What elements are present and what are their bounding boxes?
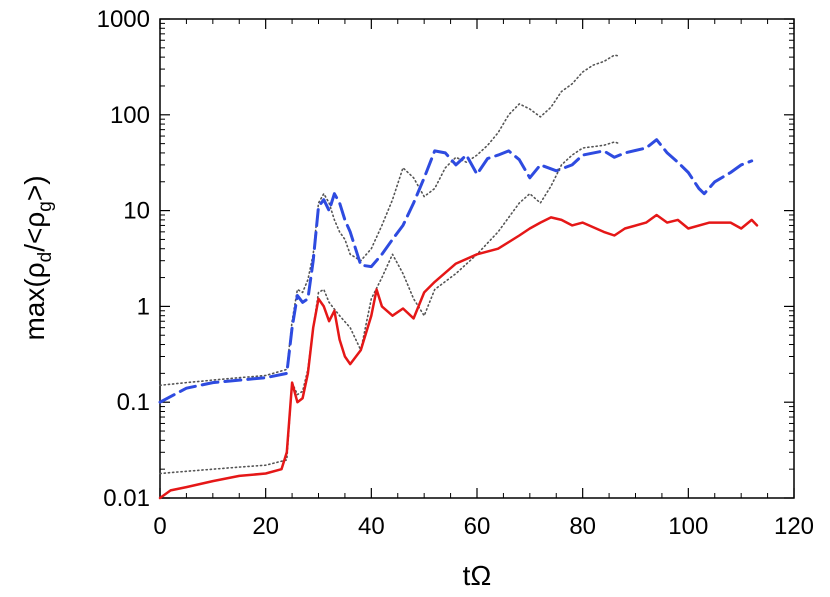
y-axis-label: max(ρd/<ρg>)	[19, 175, 56, 340]
x-axis-label: tΩ	[463, 560, 492, 591]
y-tick-label: 0.01	[103, 485, 150, 512]
series-upper-dotted-line	[159, 54, 621, 387]
series-red-solid-line	[158, 213, 759, 500]
y-tick-label: 1	[137, 293, 150, 320]
x-tick-label: 100	[668, 513, 708, 540]
y-tick-label: 0.1	[117, 389, 150, 416]
y-tick-label: 1000	[97, 6, 150, 33]
series-layer	[158, 54, 759, 500]
plot-frame	[159, 18, 795, 499]
y-tick-label: 10	[123, 198, 150, 225]
x-tick-label: 120	[774, 513, 814, 540]
y-tick-label: 100	[110, 102, 150, 129]
x-tick-label: 0	[153, 513, 166, 540]
tick-labels: 0 20 40 60 80 100 120 0.01 0.1 1 10 100 1000	[97, 6, 814, 540]
x-tick-label: 60	[464, 513, 491, 540]
axis-ticks	[159, 18, 795, 499]
x-tick-label: 40	[358, 513, 385, 540]
series-lower-dotted-line	[159, 141, 621, 475]
x-tick-label: 80	[569, 513, 596, 540]
series-blue-dashed-line	[158, 138, 754, 404]
x-tick-label: 20	[252, 513, 279, 540]
